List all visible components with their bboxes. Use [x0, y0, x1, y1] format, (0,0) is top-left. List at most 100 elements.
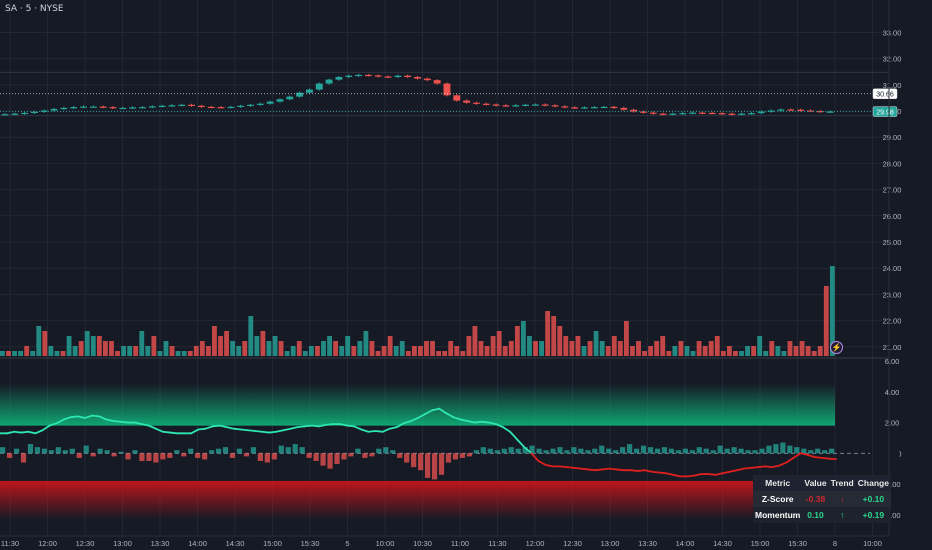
zscore-line — [693, 473, 703, 477]
metric-value: -0.38 — [802, 491, 829, 507]
zscore-line — [169, 431, 179, 435]
histogram-bar — [41, 448, 48, 454]
histogram-bar — [494, 450, 500, 454]
volume-bar — [411, 346, 417, 356]
zscore-line — [771, 464, 781, 469]
histogram-bar — [696, 447, 702, 454]
histogram-bar — [306, 453, 312, 458]
candle — [1, 114, 9, 116]
histogram-bar — [341, 453, 347, 460]
volume-panel — [0, 266, 835, 356]
candle — [767, 110, 775, 112]
volume-bar — [799, 341, 805, 356]
zscore-line — [55, 418, 65, 425]
time-tick-label: 14:30 — [226, 539, 245, 548]
histogram-bar — [620, 447, 626, 454]
volume-bar — [569, 341, 575, 356]
candle — [345, 75, 353, 77]
candle — [207, 106, 215, 109]
volume-bar — [102, 341, 108, 356]
histogram-bar — [292, 444, 298, 454]
price-badge-label: 30.66 — [876, 92, 894, 99]
time-tick-label: 14:00 — [676, 539, 695, 548]
histogram-bar — [215, 448, 222, 454]
time-tick-label: 15:00 — [751, 539, 770, 548]
candle — [423, 78, 431, 81]
volume-bar — [399, 341, 405, 356]
zscore-line — [48, 422, 58, 427]
candle — [89, 106, 97, 108]
zscore-line — [728, 469, 738, 473]
zscore-line — [459, 418, 469, 422]
zscore-line — [806, 453, 816, 459]
histogram-bar — [592, 448, 598, 454]
zscore-line — [657, 471, 667, 475]
volume-bar — [702, 346, 708, 356]
volume-bar — [502, 346, 508, 356]
zscore-line — [98, 415, 108, 421]
price-tick-label: 21.00 — [883, 343, 902, 352]
volume-bar — [418, 346, 423, 356]
volume-bar — [581, 346, 587, 356]
histogram-bar — [299, 447, 305, 454]
zscore-line — [509, 430, 519, 441]
histogram-bar — [633, 448, 640, 454]
histogram-bar — [780, 442, 786, 454]
price-tick-label: 25.00 — [883, 238, 902, 247]
histogram-bar — [459, 453, 466, 458]
histogram-bar — [731, 447, 737, 454]
volume-bar — [175, 351, 181, 356]
lightning-icon[interactable]: ⚡ — [830, 341, 843, 354]
zscore-line — [778, 461, 788, 467]
volume-bar — [472, 326, 478, 356]
histogram-bar — [69, 448, 75, 454]
zscore-line — [303, 424, 313, 428]
histogram-bar — [480, 447, 486, 454]
volume-bar — [315, 346, 320, 356]
price-tick-label: 29.00 — [883, 133, 902, 142]
volume-bar — [514, 326, 520, 356]
candle — [581, 107, 588, 109]
zscore-line — [629, 469, 639, 472]
candle — [541, 104, 549, 106]
candle — [551, 105, 559, 107]
zscore-line — [275, 429, 285, 433]
histogram-bar — [508, 447, 514, 454]
histogram-bar — [438, 453, 445, 475]
candle — [502, 105, 510, 107]
histogram-bar — [717, 445, 723, 454]
zscore-line — [154, 427, 164, 433]
zscore-line — [558, 465, 568, 469]
volume-bar — [757, 336, 763, 356]
histogram-bar — [424, 453, 431, 478]
candle — [590, 107, 598, 109]
volume-bar — [302, 351, 308, 356]
volume-bar — [357, 341, 363, 356]
histogram-bar — [397, 453, 403, 458]
volume-bar — [236, 346, 242, 356]
time-tick-label: 13:30 — [151, 539, 170, 548]
zscore-line — [615, 468, 625, 472]
volume-bar — [30, 351, 36, 356]
volume-bar — [642, 351, 647, 356]
candle — [659, 113, 667, 115]
volume-bar — [109, 341, 114, 356]
volume-bar — [248, 316, 254, 356]
histogram-bar — [557, 447, 563, 454]
zscore-line — [608, 467, 618, 471]
histogram-bar — [48, 450, 54, 454]
histogram-bar — [578, 448, 584, 454]
zscore-line — [643, 469, 653, 473]
volume-bar — [375, 351, 381, 356]
histogram-bar — [738, 448, 744, 454]
volume-bar — [726, 346, 732, 356]
volume-bar — [563, 336, 569, 356]
volume-bar — [823, 286, 829, 356]
zscore-line — [587, 468, 597, 472]
histogram-bar — [250, 447, 257, 454]
candle — [797, 109, 805, 111]
histogram-bar — [815, 448, 821, 454]
histogram-bar — [146, 453, 152, 461]
time-tick-label: 11:30 — [1, 539, 19, 548]
zscore-line — [261, 430, 271, 434]
